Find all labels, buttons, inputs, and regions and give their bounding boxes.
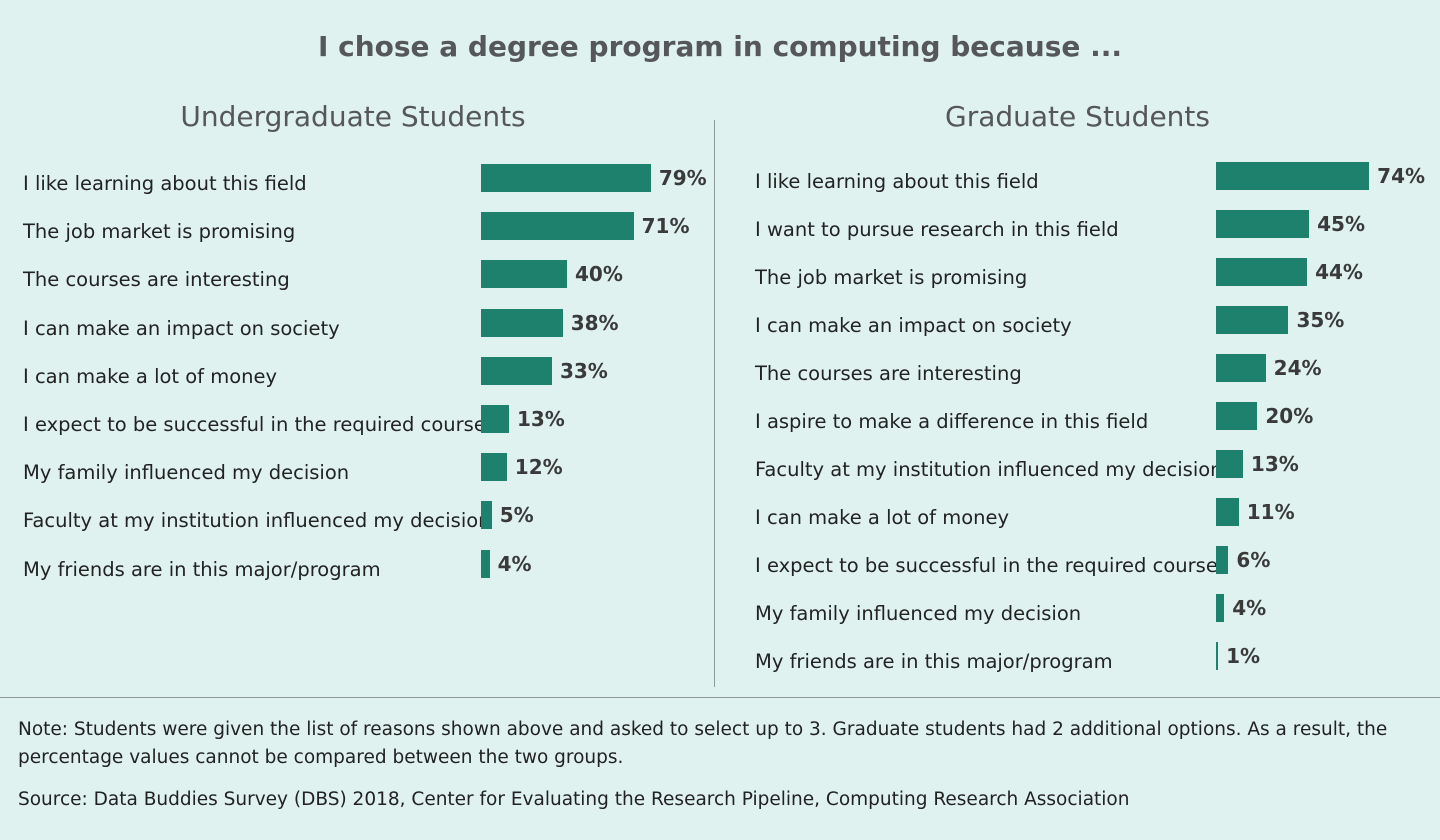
undergraduate-value-label: 79%	[658, 166, 707, 190]
undergraduate-category-label: The job market is promising	[23, 220, 296, 244]
undergraduate-bar	[481, 356, 552, 385]
undergraduate-bar	[481, 212, 634, 241]
chart-note: Note: Students were given the list of re…	[18, 719, 1388, 768]
graduate-category-label: I can make a lot of money	[755, 506, 1010, 529]
undergraduate-value-label: 13%	[516, 407, 565, 431]
chart-title: I chose a degree program in computing be…	[317, 30, 1123, 63]
graduate-value-label: 4%	[1232, 596, 1267, 620]
graduate-bar	[1216, 306, 1289, 334]
graduate-value-label: 11%	[1246, 500, 1295, 524]
graduate-bar	[1216, 258, 1308, 286]
undergraduate-category-label: I expect to be successful in the require…	[23, 413, 496, 436]
chart-source: Source: Data Buddies Survey (DBS) 2018, …	[18, 789, 1130, 810]
undergraduate-bar	[481, 405, 509, 433]
undergraduate-value-label: 4%	[497, 551, 532, 576]
undergraduate-value-label: 5%	[499, 503, 534, 528]
graduate-bar	[1216, 546, 1229, 574]
graduate-bar	[1216, 402, 1258, 430]
undergraduate-bar	[481, 164, 651, 192]
undergraduate-bar	[481, 453, 507, 482]
graduate-value-label: 35%	[1296, 308, 1345, 332]
graduate-bar	[1216, 162, 1370, 190]
undergraduate-bar	[481, 549, 490, 578]
graduate-value-label: 20%	[1265, 404, 1314, 428]
undergraduate-category-label: Faculty at my institution influenced my …	[23, 509, 491, 533]
graduate-category-label: The courses are interesting	[755, 362, 1022, 385]
graduate-bar	[1216, 210, 1310, 238]
graduate-bar	[1216, 450, 1243, 478]
graduate-value-label: 24%	[1273, 356, 1322, 380]
graduate-category-label: I like learning about this field	[755, 170, 1039, 193]
undergraduate-value-label: 12%	[514, 455, 563, 480]
graduate-value-label: 13%	[1250, 452, 1299, 476]
undergraduate-bar	[481, 260, 567, 289]
undergraduate-value-label: 38%	[570, 310, 619, 335]
graduate-bar	[1216, 354, 1266, 382]
undergraduate-category-label: I like learning about this field	[23, 172, 307, 195]
graduate-category-label: The job market is promising	[755, 266, 1028, 289]
graduate-panel-title: Graduate Students	[945, 100, 1210, 133]
graduate-bar	[1216, 594, 1225, 622]
graduate-bar	[1216, 642, 1219, 670]
undergraduate-bar	[481, 308, 563, 337]
graduate-category-label: I expect to be successful in the require…	[755, 554, 1228, 577]
graduate-value-label: 1%	[1226, 644, 1261, 668]
graduate-value-label: 74%	[1377, 164, 1426, 188]
graduate-category-label: Faculty at my institution influenced my …	[755, 458, 1223, 481]
undergraduate-panel-title: Undergraduate Students	[180, 100, 526, 133]
graduate-value-label: 6%	[1236, 548, 1271, 572]
graduate-category-label: I can make an impact on society	[755, 314, 1072, 337]
undergraduate-bar	[481, 501, 492, 530]
undergraduate-category-label: I can make an impact on society	[23, 316, 340, 340]
graduate-category-label: My friends are in this major/program	[755, 650, 1113, 673]
undergraduate-category-label: I can make a lot of money	[23, 364, 278, 388]
graduate-category-label: My family influenced my decision	[755, 602, 1082, 625]
undergraduate-category-label: My friends are in this major/program	[23, 557, 381, 581]
undergraduate-value-label: 33%	[559, 358, 608, 383]
graduate-category-label: I want to pursue research in this field	[755, 218, 1119, 241]
undergraduate-value-label: 40%	[575, 262, 623, 287]
panel-divider	[714, 120, 715, 687]
undergraduate-category-label: The courses are interesting	[23, 268, 290, 292]
graduate-value-label: 44%	[1315, 260, 1363, 284]
graduate-category-label: I aspire to make a difference in this fi…	[755, 410, 1149, 433]
graduate-bar	[1216, 498, 1239, 526]
undergraduate-value-label: 71%	[641, 214, 690, 239]
footer-divider	[0, 697, 1440, 698]
graduate-value-label: 45%	[1317, 212, 1366, 236]
undergraduate-category-label: My family influenced my decision	[23, 461, 350, 485]
